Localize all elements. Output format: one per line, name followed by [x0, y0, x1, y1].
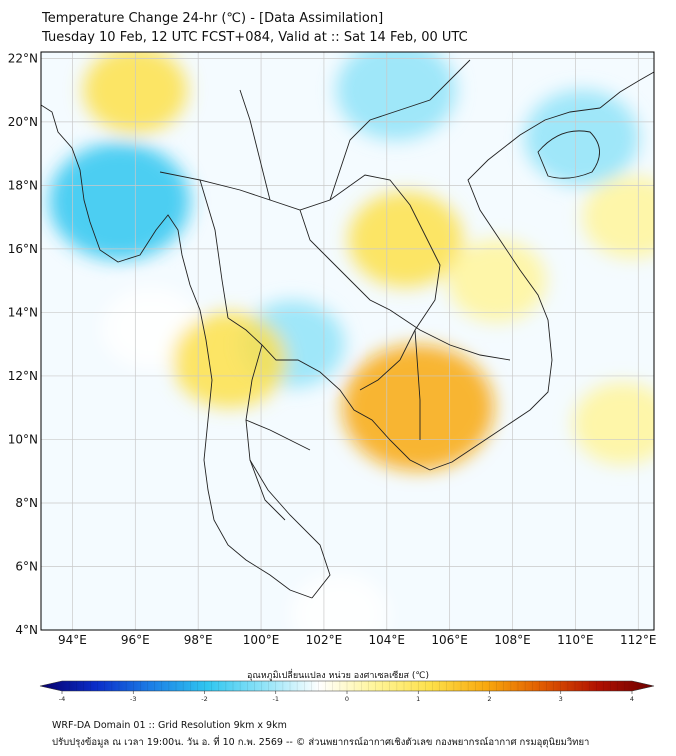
- colorbar-tick-label: -2: [201, 695, 207, 703]
- latitude-tick-labels: 22°N 20°N 18°N 16°N 14°N 12°N 10°N 8°N 6°N 4°N: [8, 51, 38, 637]
- footer-model-info: WRF-DA Domain 01 :: Grid Resolution 9km …: [52, 720, 287, 731]
- field-anomaly-blob: [336, 52, 457, 141]
- colorbar-segments: [68, 681, 626, 691]
- field-anomaly-blob: [348, 191, 464, 288]
- field-anomaly-blob: [582, 175, 654, 259]
- latitude-tick-label: 14°N: [8, 305, 38, 319]
- colorbar-tick-label: -1: [273, 695, 279, 703]
- map-title: Temperature Change 24-hr (℃) - [Data Ass…: [42, 11, 384, 26]
- colorbar-tick-label: 0: [345, 695, 349, 703]
- latitude-tick-label: 22°N: [8, 51, 38, 65]
- colorbar-tick-label: -4: [59, 695, 65, 703]
- longitude-tick-label: 102°E: [306, 633, 343, 647]
- latitude-tick-label: 4°N: [15, 623, 38, 637]
- longitude-tick-label: 106°E: [431, 633, 468, 647]
- longitude-tick-label: 98°E: [184, 633, 213, 647]
- colorbar-tick-label: -3: [130, 695, 136, 703]
- latitude-tick-label: 16°N: [8, 242, 38, 256]
- latitude-tick-label: 8°N: [15, 496, 38, 510]
- colorbar-tick-label: 3: [559, 695, 563, 703]
- plot-frame: [40, 51, 655, 631]
- latitude-tick-label: 6°N: [15, 559, 38, 573]
- colorbar-ticks: -4 -3 -2 -1 0 1 2 3 4: [59, 691, 634, 703]
- coastlines-and-borders: [41, 59, 654, 599]
- longitude-tick-label: 112°E: [620, 633, 657, 647]
- longitude-tick-label: 100°E: [243, 633, 280, 647]
- field-anomaly-blob: [524, 89, 640, 186]
- field-anomaly-blob: [573, 382, 654, 465]
- latitude-tick-label: 10°N: [8, 432, 38, 446]
- longitude-tick-labels: 94°E 96°E 98°E 100°E 102°E 104°E 106°E 108°E 110…: [58, 633, 657, 647]
- latitude-tick-label: 20°N: [8, 115, 38, 129]
- lat-lon-grid: [41, 52, 654, 630]
- map-subtitle: Tuesday 10 Feb, 12 UTC FCST+084, Valid a…: [42, 30, 468, 45]
- field-anomaly-blob: [447, 239, 547, 322]
- longitude-tick-label: 96°E: [121, 633, 150, 647]
- colorbar-tick-label: 1: [416, 695, 420, 703]
- field-anomaly-blob: [172, 312, 287, 408]
- latitude-tick-label: 12°N: [8, 369, 38, 383]
- longitude-tick-label: 108°E: [494, 633, 531, 647]
- colorbar-tick-label: 4: [630, 695, 634, 703]
- latitude-tick-label: 18°N: [8, 178, 38, 192]
- longitude-tick-label: 104°E: [369, 633, 406, 647]
- field-anomaly-blob: [342, 344, 495, 471]
- longitude-tick-label: 94°E: [58, 633, 87, 647]
- field-anomaly-blob: [290, 572, 390, 630]
- colorbar-tick-label: 2: [487, 695, 491, 703]
- colorbar: -4 -3 -2 -1 0 1 2 3 4: [39, 680, 655, 703]
- footer-update-info: ปรับปรุงข้อมูล ณ เวลา 19:00น. วัน อ. ที่…: [52, 737, 590, 748]
- longitude-tick-label: 110°E: [557, 633, 594, 647]
- colorbar-label: อุณหภูมิเปลี่ยนแปลง หน่วย องศาเซลเซียส (…: [246, 671, 430, 681]
- field-anomaly-blob: [49, 142, 191, 261]
